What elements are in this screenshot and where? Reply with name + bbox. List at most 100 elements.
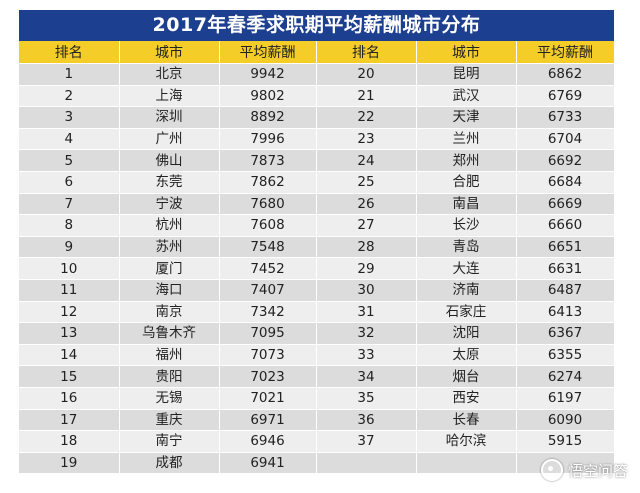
left-city-cell: 苏州 — [119, 236, 220, 259]
right-rank-cell: 31 — [316, 301, 417, 324]
right-salary-cell: 6631 — [516, 257, 615, 280]
table-row: 6 东莞 7862 25 合肥 6684 — [19, 171, 615, 194]
left-rank-cell: 1 — [19, 63, 120, 86]
left-rank-cell: 3 — [19, 106, 120, 129]
left-rank-cell: 15 — [19, 365, 120, 388]
left-salary-cell: 7608 — [219, 214, 317, 237]
right-salary-cell: 6692 — [516, 149, 615, 172]
left-rank-cell: 11 — [19, 279, 120, 302]
left-salary-cell: 7023 — [219, 365, 317, 388]
right-rank-cell: 27 — [316, 214, 417, 237]
right-city-cell: 西安 — [416, 387, 517, 410]
right-rank-cell: 29 — [316, 257, 417, 280]
left-rank-cell: 19 — [19, 452, 120, 475]
header-city-left: 城市 — [119, 41, 220, 64]
left-salary-cell: 7873 — [219, 149, 317, 172]
right-rank-cell: 23 — [316, 128, 417, 151]
left-city-cell: 北京 — [119, 63, 220, 86]
left-salary-cell: 6971 — [219, 409, 317, 432]
left-city-cell: 厦门 — [119, 257, 220, 280]
right-city-cell: 天津 — [416, 106, 517, 129]
table-row: 8 杭州 7608 27 长沙 6660 — [19, 214, 615, 237]
right-salary-cell: 6660 — [516, 214, 615, 237]
right-rank-cell: 35 — [316, 387, 417, 410]
right-rank-cell — [316, 452, 417, 475]
right-city-cell: 济南 — [416, 279, 517, 302]
salary-table: 排名 城市 平均薪酬 排名 城市 平均薪酬 1 北京 9942 20 昆明 6862 2 上海… — [19, 41, 615, 475]
right-salary-cell: 6733 — [516, 106, 615, 129]
right-rank-cell: 28 — [316, 236, 417, 259]
right-city-cell: 郑州 — [416, 149, 517, 172]
left-salary-cell: 7996 — [219, 128, 317, 151]
left-salary-cell: 7095 — [219, 322, 317, 345]
left-rank-cell: 8 — [19, 214, 120, 237]
left-city-cell: 南京 — [119, 301, 220, 324]
left-city-cell: 南宁 — [119, 430, 220, 453]
right-city-cell: 长沙 — [416, 214, 517, 237]
left-city-cell: 宁波 — [119, 193, 220, 216]
right-salary-cell — [516, 452, 615, 475]
left-rank-cell: 12 — [19, 301, 120, 324]
wukong-logo-icon — [540, 459, 563, 481]
left-salary-cell: 7548 — [219, 236, 317, 259]
left-salary-cell: 7021 — [219, 387, 317, 410]
right-city-cell: 合肥 — [416, 171, 517, 194]
header-city-right: 城市 — [416, 41, 517, 64]
right-city-cell: 兰州 — [416, 128, 517, 151]
table-row: 10 厦门 7452 29 大连 6631 — [19, 257, 615, 280]
left-city-cell: 佛山 — [119, 149, 220, 172]
watermark-text: 悟空问答 — [567, 461, 628, 480]
left-salary-cell: 7680 — [219, 193, 317, 216]
right-salary-cell: 6355 — [516, 344, 615, 367]
right-salary-cell: 6413 — [516, 301, 615, 324]
right-salary-cell: 6487 — [516, 279, 615, 302]
left-rank-cell: 18 — [19, 430, 120, 453]
right-city-cell: 石家庄 — [416, 301, 517, 324]
right-salary-cell: 6684 — [516, 171, 615, 194]
table-row: 7 宁波 7680 26 南昌 6669 — [19, 193, 615, 216]
right-rank-cell: 20 — [316, 63, 417, 86]
left-rank-cell: 7 — [19, 193, 120, 216]
left-rank-cell: 10 — [19, 257, 120, 280]
header-row: 排名 城市 平均薪酬 排名 城市 平均薪酬 — [19, 41, 615, 64]
left-salary-cell: 7862 — [219, 171, 317, 194]
table-row: 14 福州 7073 33 太原 6355 — [19, 344, 615, 367]
right-salary-cell: 5915 — [516, 430, 615, 453]
table-row: 11 海口 7407 30 济南 6487 — [19, 279, 615, 302]
left-rank-cell: 14 — [19, 344, 120, 367]
table-row: 1 北京 9942 20 昆明 6862 — [19, 63, 615, 86]
left-city-cell: 福州 — [119, 344, 220, 367]
left-city-cell: 贵阳 — [119, 365, 220, 388]
left-salary-cell: 9802 — [219, 85, 317, 108]
header-salary-left: 平均薪酬 — [219, 41, 317, 64]
table-row: 2 上海 9802 21 武汉 6769 — [19, 85, 615, 108]
left-rank-cell: 16 — [19, 387, 120, 410]
table-title: 2017年春季求职期平均薪酬城市分布 — [19, 10, 614, 41]
right-rank-cell: 25 — [316, 171, 417, 194]
left-city-cell: 无锡 — [119, 387, 220, 410]
left-rank-cell: 2 — [19, 85, 120, 108]
right-rank-cell: 34 — [316, 365, 417, 388]
right-city-cell: 青岛 — [416, 236, 517, 259]
left-city-cell: 重庆 — [119, 409, 220, 432]
right-salary-cell: 6769 — [516, 85, 615, 108]
right-city-cell: 大连 — [416, 257, 517, 280]
table-row: 3 深圳 8892 22 天津 6733 — [19, 106, 615, 129]
table-row: 17 重庆 6971 36 长春 6090 — [19, 409, 615, 432]
right-salary-cell: 6090 — [516, 409, 615, 432]
right-city-cell — [416, 452, 517, 475]
right-city-cell: 南昌 — [416, 193, 517, 216]
right-salary-cell: 6669 — [516, 193, 615, 216]
right-rank-cell: 21 — [316, 85, 417, 108]
table-row: 4 广州 7996 23 兰州 6704 — [19, 128, 615, 151]
right-salary-cell: 6704 — [516, 128, 615, 151]
watermark: 悟空问答 — [540, 459, 628, 481]
left-city-cell: 杭州 — [119, 214, 220, 237]
left-salary-cell: 7452 — [219, 257, 317, 280]
table-row: 16 无锡 7021 35 西安 6197 — [19, 387, 615, 410]
right-rank-cell: 33 — [316, 344, 417, 367]
salary-ranking-table-container: 2017年春季求职期平均薪酬城市分布 排名 城市 平均薪酬 排名 城市 平均薪酬… — [19, 10, 615, 475]
table-row: 15 贵阳 7023 34 烟台 6274 — [19, 365, 615, 388]
left-rank-cell: 9 — [19, 236, 120, 259]
left-rank-cell: 5 — [19, 149, 120, 172]
